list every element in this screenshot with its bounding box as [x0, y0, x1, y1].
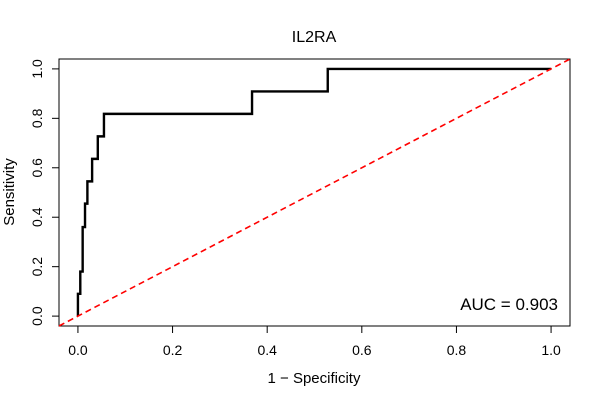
x-axis: 0.0 0.2 0.4 0.6 0.8 1.0 [68, 325, 561, 358]
chance-diagonal-line [58, 58, 571, 327]
x-tick-label: 0.0 [68, 342, 88, 358]
x-axis-label: 1 − Specificity [268, 370, 361, 387]
y-axis-label: Sensitivity [1, 158, 18, 226]
y-tick-label: 0.8 [29, 108, 45, 128]
chart-title: IL2RA [292, 29, 337, 46]
auc-annotation: AUC = 0.903 [460, 295, 558, 314]
x-tick-label: 1.0 [541, 342, 561, 358]
y-tick-label: 0.2 [29, 257, 45, 277]
y-tick-label: 1.0 [29, 59, 45, 79]
y-tick-label: 0.0 [29, 306, 45, 326]
x-tick-label: 0.8 [447, 342, 467, 358]
x-tick-label: 0.4 [257, 342, 277, 358]
y-tick-label: 0.4 [29, 207, 45, 227]
series-layer [58, 58, 571, 327]
x-tick-label: 0.6 [352, 342, 372, 358]
roc-curve-line [76, 67, 552, 317]
x-tick-label: 0.2 [163, 342, 183, 358]
y-tick-label: 0.6 [29, 158, 45, 178]
y-axis: 0.0 0.2 0.4 0.6 0.8 1.0 [29, 59, 60, 326]
